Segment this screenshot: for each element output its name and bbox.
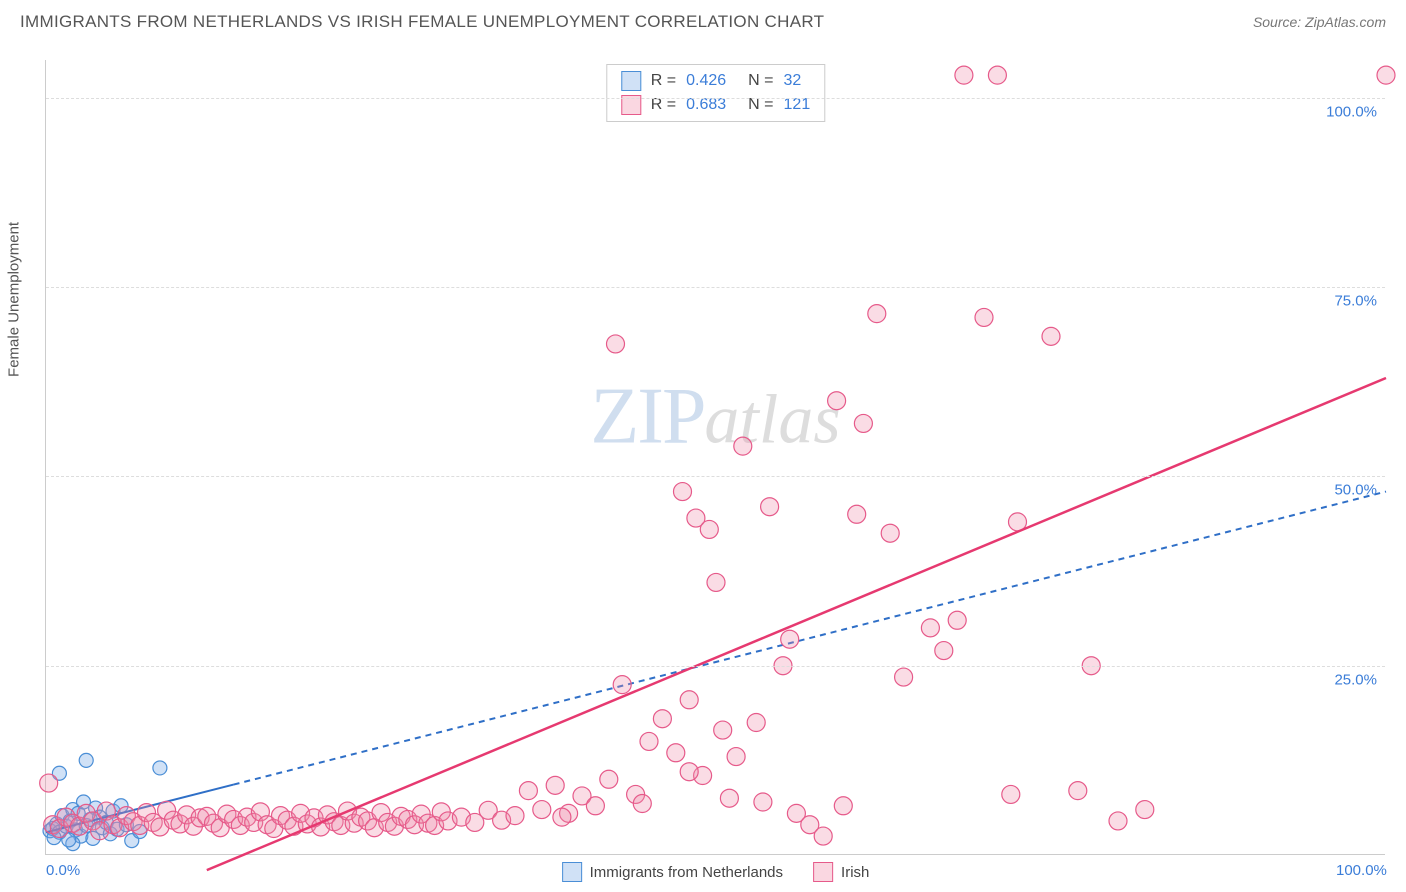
- data-point: [714, 721, 732, 739]
- data-point: [955, 66, 973, 84]
- data-point: [640, 732, 658, 750]
- data-point: [707, 573, 725, 591]
- legend-swatch: [621, 71, 641, 91]
- legend-bottom-item: Irish: [813, 862, 869, 882]
- data-point: [754, 793, 772, 811]
- data-point: [674, 483, 692, 501]
- legend-n-label: N =: [748, 72, 773, 90]
- data-point: [988, 66, 1006, 84]
- data-point: [975, 308, 993, 326]
- data-point: [881, 524, 899, 542]
- data-point: [761, 498, 779, 516]
- data-point: [633, 795, 651, 813]
- chart-area: ZIPatlas R =0.426N =32R =0.683N =121 Imm…: [45, 60, 1385, 855]
- data-point: [814, 827, 832, 845]
- data-point: [895, 668, 913, 686]
- legend-bottom: Immigrants from Netherlands Irish: [562, 862, 870, 882]
- data-point: [834, 797, 852, 815]
- data-point: [506, 807, 524, 825]
- data-point: [40, 774, 58, 792]
- legend-swatch: [813, 862, 833, 882]
- data-point: [680, 763, 698, 781]
- data-point: [935, 642, 953, 660]
- data-point: [553, 808, 571, 826]
- x-tick-label: 100.0%: [1336, 862, 1387, 879]
- plot-svg: [46, 60, 1385, 854]
- legend-n-value: 32: [784, 72, 802, 90]
- data-point: [921, 619, 939, 637]
- data-point: [868, 305, 886, 323]
- legend-r-label: R =: [651, 72, 676, 90]
- data-point: [1069, 782, 1087, 800]
- data-point: [948, 611, 966, 629]
- grid-line: [46, 287, 1385, 288]
- legend-bottom-label: Immigrants from Netherlands: [590, 864, 783, 881]
- data-point: [854, 414, 872, 432]
- y-tick-label: 100.0%: [1326, 103, 1377, 120]
- legend-r-value: 0.426: [686, 72, 726, 90]
- grid-line: [46, 98, 1385, 99]
- legend-bottom-item: Immigrants from Netherlands: [562, 862, 783, 882]
- data-point: [613, 676, 631, 694]
- data-point: [734, 437, 752, 455]
- data-point: [848, 505, 866, 523]
- data-point: [667, 744, 685, 762]
- legend-top-row: R = 0.426 N = 32: [621, 69, 810, 93]
- data-point: [781, 630, 799, 648]
- chart-title: IMMIGRANTS FROM NETHERLANDS VS IRISH FEM…: [20, 12, 824, 32]
- grid-line: [46, 666, 1385, 667]
- data-point: [1136, 801, 1154, 819]
- y-tick-label: 25.0%: [1334, 671, 1377, 688]
- data-point: [607, 335, 625, 353]
- y-tick-label: 50.0%: [1334, 482, 1377, 499]
- trend-line: [207, 378, 1386, 870]
- data-point: [546, 776, 564, 794]
- data-point: [533, 801, 551, 819]
- data-point: [79, 753, 93, 767]
- data-point: [600, 770, 618, 788]
- x-tick-label: 0.0%: [46, 862, 80, 879]
- grid-line: [46, 476, 1385, 477]
- data-point: [700, 520, 718, 538]
- legend-swatch: [562, 862, 582, 882]
- data-point: [519, 782, 537, 800]
- legend-top-row: R =0.683N =121: [621, 93, 810, 117]
- title-bar: IMMIGRANTS FROM NETHERLANDS VS IRISH FEM…: [0, 0, 1406, 40]
- data-point: [153, 761, 167, 775]
- y-axis-label: Female Unemployment: [6, 222, 23, 377]
- data-point: [1002, 785, 1020, 803]
- source-label: Source: ZipAtlas.com: [1253, 14, 1386, 30]
- data-point: [1109, 812, 1127, 830]
- data-point: [828, 392, 846, 410]
- data-point: [586, 797, 604, 815]
- trend-line-dashed: [234, 492, 1386, 785]
- y-tick-label: 75.0%: [1334, 293, 1377, 310]
- data-point: [680, 691, 698, 709]
- data-point: [1042, 327, 1060, 345]
- data-point: [1377, 66, 1395, 84]
- data-point: [747, 714, 765, 732]
- data-point: [720, 789, 738, 807]
- data-point: [653, 710, 671, 728]
- data-point: [727, 748, 745, 766]
- legend-bottom-label: Irish: [841, 864, 869, 881]
- legend-top: R = 0.426 N = 32 R =0.683N =121: [606, 64, 825, 122]
